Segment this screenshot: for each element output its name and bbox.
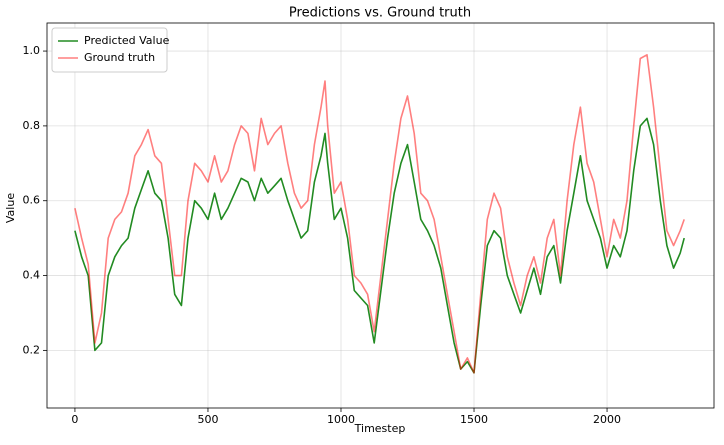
data-line bbox=[74, 117, 685, 374]
y-tick-label: 1.0 bbox=[23, 44, 41, 57]
y-tick-label: 0.6 bbox=[23, 194, 41, 207]
legend-label: Ground truth bbox=[84, 51, 155, 64]
x-tick-label: 0 bbox=[71, 413, 78, 426]
x-tick-label: 500 bbox=[197, 413, 218, 426]
legend-box bbox=[51, 27, 168, 73]
plot-frame bbox=[46, 22, 715, 409]
legend: Predicted Value Ground truth bbox=[51, 27, 170, 73]
x-tick-label: 2000 bbox=[593, 413, 621, 426]
legend-label: Predicted Value bbox=[84, 34, 170, 47]
y-tick-label: 0.4 bbox=[23, 269, 41, 282]
y-tick-label: 0.8 bbox=[23, 119, 41, 132]
x-axis-label: Timestep bbox=[354, 422, 406, 435]
chart-title: Predictions vs. Ground truth bbox=[289, 6, 471, 21]
x-tick-label: 1500 bbox=[460, 413, 488, 426]
y-tick-label: 0.2 bbox=[23, 343, 41, 356]
x-tick-label: 1000 bbox=[327, 413, 355, 426]
data-line bbox=[74, 54, 685, 374]
y-axis-label: Value bbox=[4, 193, 17, 223]
